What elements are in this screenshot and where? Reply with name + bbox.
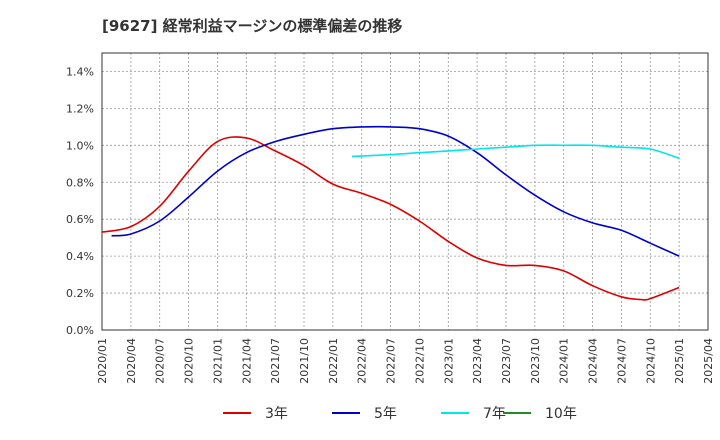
x-tick-label: 2022/10 <box>413 338 426 384</box>
legend-label-2: 5年 <box>374 406 397 422</box>
x-tick-label: 2021/10 <box>298 338 311 384</box>
x-tick-label: 2025/01 <box>673 338 686 384</box>
x-tick-label: 2021/01 <box>211 338 224 384</box>
series-line-2 <box>111 125 680 257</box>
x-tick-label: 2023/01 <box>442 338 455 384</box>
x-tick-label: 2024/04 <box>587 338 600 384</box>
legend-label-1: 3年 <box>265 406 288 422</box>
y-tick-label: 0.6% <box>66 213 94 226</box>
x-tick-label: 2023/07 <box>500 338 513 384</box>
x-tick-label: 2025/04 <box>702 338 715 384</box>
legend-label-3: 7年 <box>483 406 506 422</box>
x-tick-label: 2020/10 <box>183 338 196 384</box>
x-tick-label: 2021/04 <box>240 338 253 384</box>
x-tick-label: 2022/01 <box>327 338 340 384</box>
chart-title: [9627] 経常利益マージンの標準偏差の推移 <box>102 17 403 35</box>
x-tick-label: 2023/04 <box>471 338 484 384</box>
plot-area <box>101 52 709 331</box>
x-tick-label: 2020/04 <box>125 338 138 384</box>
y-tick-label: 0.0% <box>66 324 94 337</box>
y-tick-label: 0.8% <box>66 176 94 189</box>
x-tick-label: 2020/07 <box>154 338 167 384</box>
plot-border <box>101 52 709 331</box>
series-line-1 <box>101 136 680 301</box>
x-tick-label: 2024/07 <box>615 338 628 384</box>
y-tick-label: 0.4% <box>66 250 94 263</box>
y-tick-label: 1.0% <box>66 139 94 152</box>
x-tick-label: 2022/04 <box>356 338 369 384</box>
legend-label-4: 10年 <box>545 406 577 422</box>
x-tick-label: 2024/10 <box>644 338 657 384</box>
x-tick-label: 2021/07 <box>269 338 282 384</box>
y-tick-label: 1.2% <box>66 102 94 115</box>
x-tick-label: 2024/01 <box>558 338 571 384</box>
x-tick-label: 2023/10 <box>529 338 542 384</box>
x-tick-label: 2022/07 <box>385 338 398 384</box>
y-tick-label: 1.4% <box>66 65 94 78</box>
x-tick-label: 2020/01 <box>96 338 109 384</box>
series-line-3 <box>352 144 680 160</box>
y-tick-label: 0.2% <box>66 287 94 300</box>
